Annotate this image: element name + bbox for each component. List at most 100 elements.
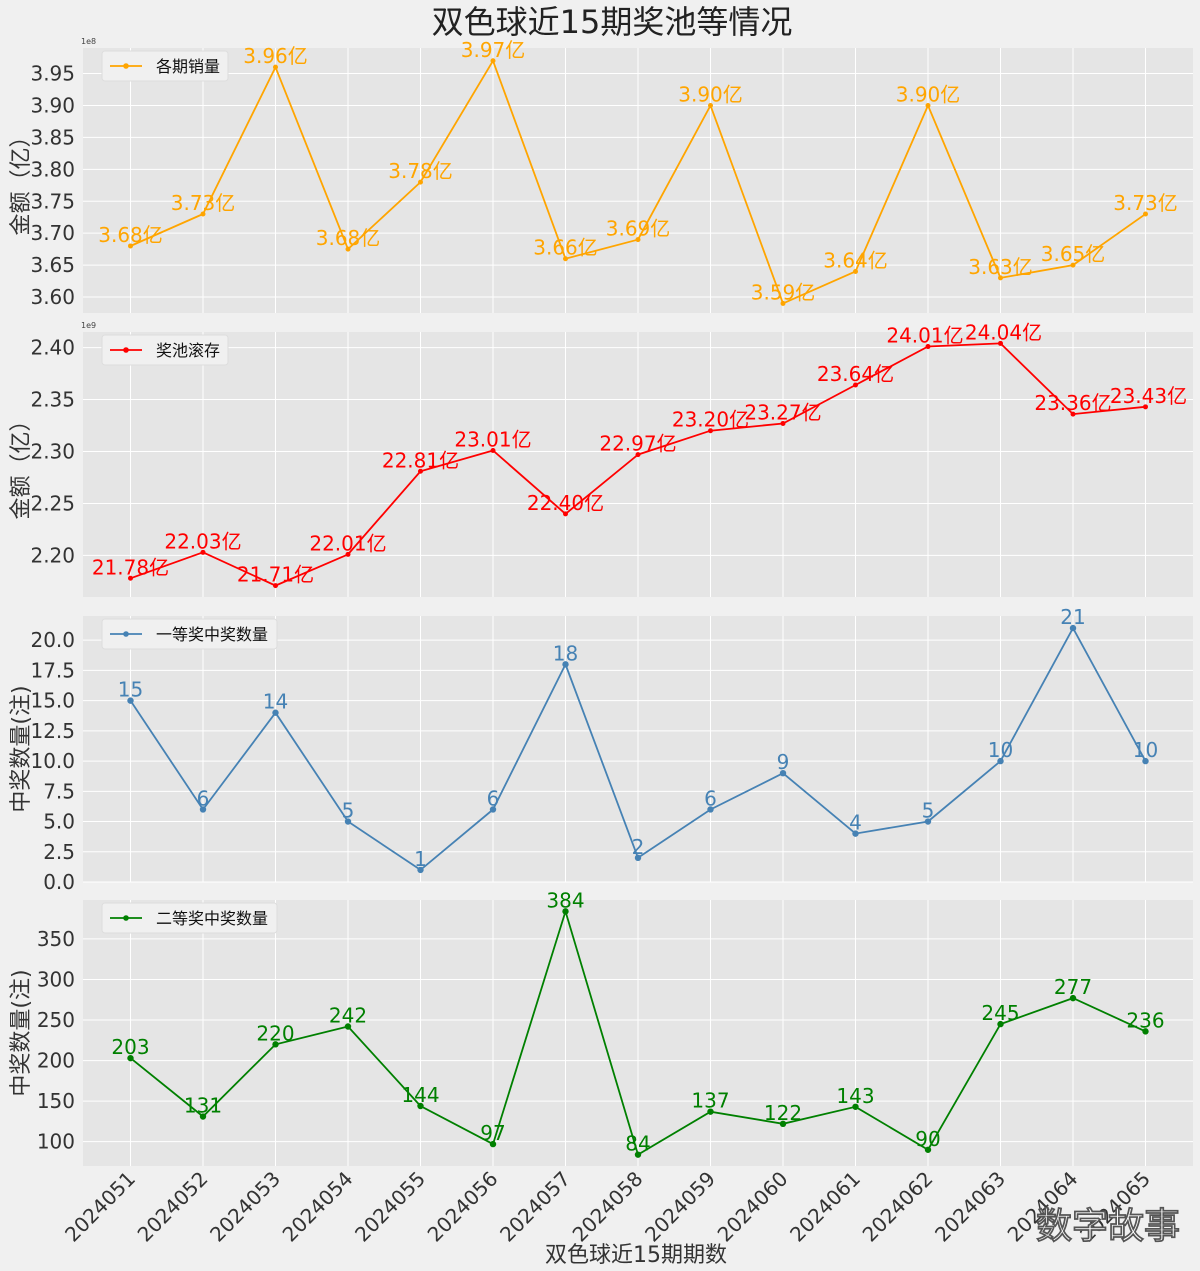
data-point (853, 382, 858, 388)
data-point (127, 697, 134, 704)
data-label: 23.43亿 (1110, 384, 1187, 408)
y-axis-label: 中奖数量(注) (9, 685, 34, 812)
data-point (273, 64, 278, 70)
data-label: 22.40亿 (527, 491, 604, 515)
data-point (490, 58, 496, 64)
data-label: 3.73亿 (171, 191, 236, 215)
legend-marker (123, 63, 129, 69)
x-tick-label: 2024054 (278, 1167, 358, 1247)
axis-exponent: 1e8 (81, 37, 96, 46)
legend-label: 二等奖中奖数量 (156, 909, 268, 928)
data-point (490, 447, 496, 453)
data-point (128, 575, 133, 581)
y-axis-label: 金额（亿） (9, 125, 34, 235)
data-point (852, 830, 859, 837)
data-point (563, 256, 568, 262)
data-label: 3.64亿 (823, 248, 888, 272)
data-label: 22.97亿 (599, 432, 676, 456)
data-label: 18 (553, 641, 578, 665)
data-point (997, 757, 1004, 765)
data-label: 6 (704, 786, 717, 810)
data-label: 23.36亿 (1034, 391, 1111, 415)
panel-3: 0.0 2.5 5.0 7.5 10.0 12.5 15.0 17.5 20.0 中奖数量(注) 1… (9, 605, 1193, 894)
x-tick-label: 2024056 (423, 1167, 503, 1247)
data-label: 23.01亿 (454, 427, 531, 451)
legend-box (101, 902, 278, 934)
data-point (200, 211, 206, 217)
x-tick-label: 2024060 (713, 1167, 793, 1247)
data-point (708, 102, 713, 108)
data-label: 21.71亿 (237, 563, 314, 587)
legend-label: 奖池滚存 (156, 341, 220, 360)
y-tick-label: 7.5 (43, 779, 75, 803)
y-tick-label: 12.5 (30, 719, 75, 743)
legend: 一等奖中奖数量 (101, 618, 278, 650)
y-tick-label: 3.90 (30, 93, 75, 117)
data-point (345, 551, 351, 557)
y-tick-label: 200 (37, 1049, 75, 1073)
data-point (924, 818, 932, 825)
data-label: 24.01亿 (886, 324, 963, 348)
data-label: 10 (988, 738, 1013, 762)
panel-1: 3.60 3.65 3.70 3.75 3.80 3.85 3.90 3.95 1e8 金额（亿）… (9, 37, 1193, 313)
legend-marker (123, 631, 129, 637)
panel-2: 2.20 2.25 2.30 2.35 2.40 1e9 金额（亿） 21.78亿22.03亿… (9, 320, 1193, 597)
data-label: 3.68亿 (98, 223, 163, 247)
x-axis-label: 双色球近15期期数 (545, 1243, 727, 1268)
y-tick-label: 350 (37, 927, 75, 951)
data-point (417, 866, 424, 874)
data-label: 22.81亿 (382, 448, 459, 472)
x-tick-label: 2024057 (495, 1167, 575, 1247)
data-point (779, 769, 787, 777)
y-tick-label: 2.30 (30, 440, 75, 464)
data-label: 143 (836, 1084, 874, 1108)
y-tick-label: 300 (37, 967, 75, 991)
x-tick-label: 2024051 (60, 1167, 140, 1247)
data-label: 5 (922, 799, 935, 823)
chart-title: 双色球近15期奖池等情况 (432, 3, 793, 41)
data-point (1069, 624, 1077, 632)
data-point (199, 1113, 207, 1120)
data-label: 22.01亿 (309, 531, 386, 555)
data-point (417, 1102, 424, 1110)
data-label: 131 (184, 1094, 222, 1118)
y-tick-label: 0.0 (43, 870, 75, 894)
data-label: 21 (1060, 605, 1085, 629)
data-label: 122 (764, 1101, 802, 1125)
data-label: 9 (777, 750, 790, 774)
data-label: 84 (625, 1132, 650, 1156)
data-label: 277 (1054, 975, 1092, 999)
y-tick-label: 2.20 (30, 543, 75, 567)
data-point (998, 340, 1003, 346)
data-point (635, 237, 641, 243)
data-point (489, 1140, 497, 1148)
panels: 3.60 3.65 3.70 3.75 3.80 3.85 3.90 3.95 1e8 金额（亿）… (9, 37, 1193, 1247)
data-point (127, 1054, 134, 1062)
data-point (200, 549, 206, 555)
y-tick-label: 3.75 (30, 189, 75, 213)
data-label: 3.66亿 (533, 236, 598, 260)
y-axis-label: 金额（亿） (9, 409, 34, 519)
data-label: 245 (981, 1001, 1019, 1025)
legend-box (101, 334, 229, 366)
data-point (563, 511, 568, 517)
y-tick-label: 3.95 (30, 62, 75, 86)
data-point (924, 1146, 932, 1153)
data-point (780, 300, 786, 306)
legend: 各期销量 (101, 50, 229, 82)
x-tick-label: 2024059 (640, 1167, 720, 1247)
y-tick-label: 2.25 (30, 491, 75, 515)
data-label: 21.78亿 (92, 555, 169, 579)
data-point (418, 468, 423, 474)
data-label: 23.64亿 (817, 362, 894, 386)
data-point (273, 583, 278, 589)
data-point (925, 344, 931, 350)
y-tick-label: 5.0 (43, 810, 75, 834)
y-tick-label: 3.60 (30, 285, 75, 309)
y-tick-label: 20.0 (30, 628, 75, 652)
legend: 奖池滚存 (101, 334, 229, 366)
data-label: 3.90亿 (678, 82, 743, 106)
data-point (344, 818, 352, 825)
